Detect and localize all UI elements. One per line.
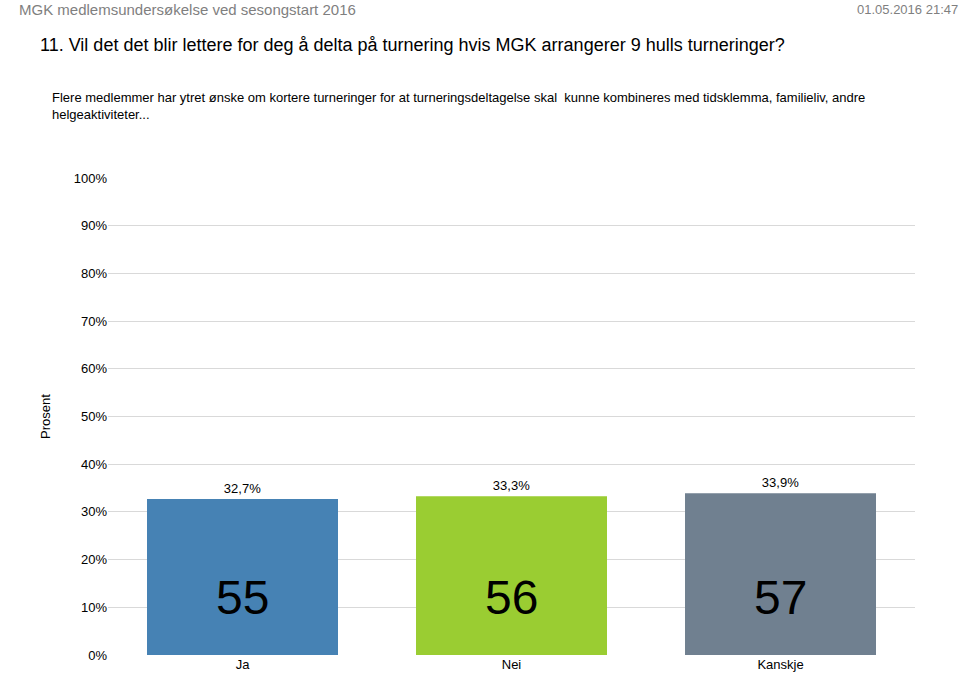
svg-text:55: 55 [216,571,269,624]
svg-text:20%: 20% [81,552,107,567]
svg-text:40%: 40% [81,457,107,472]
svg-text:Flere medlemmer har ytret ønsk: Flere medlemmer har ytret ønske om korte… [52,90,865,122]
svg-text:11. Vil det det blir lettere f: 11. Vil det det blir lettere for deg å d… [40,35,785,55]
svg-text:0%: 0% [88,648,107,663]
svg-text:100%: 100% [74,171,108,186]
svg-text:01.05.2016 21:47: 01.05.2016 21:47 [857,2,958,17]
svg-text:50%: 50% [81,409,107,424]
svg-text:57: 57 [754,571,807,624]
svg-text:56: 56 [485,571,538,624]
svg-text:33,3%: 33,3% [493,478,530,493]
svg-text:32,7%: 32,7% [224,481,261,496]
svg-text:MGK medlemsundersøkelse ved se: MGK medlemsundersøkelse ved sesongstart … [19,1,356,18]
svg-text:Nei: Nei [502,657,522,672]
svg-text:Kanskje: Kanskje [757,657,803,672]
svg-text:70%: 70% [81,314,107,329]
svg-text:Prosent: Prosent [38,394,53,439]
svg-text:33,9%: 33,9% [762,475,799,490]
svg-text:80%: 80% [81,266,107,281]
svg-text:60%: 60% [81,361,107,376]
svg-text:90%: 90% [81,218,107,233]
svg-text:10%: 10% [81,600,107,615]
svg-text:Ja: Ja [236,657,251,672]
svg-text:30%: 30% [81,504,107,519]
